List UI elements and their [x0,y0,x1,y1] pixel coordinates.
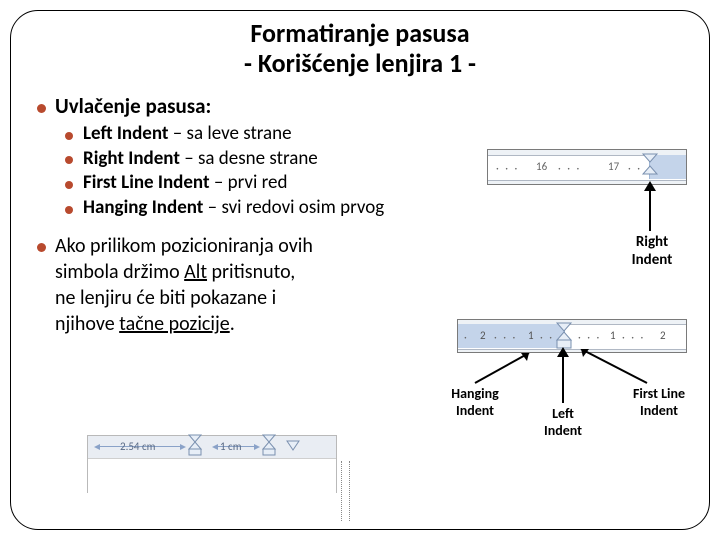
note-l3: ne lenjiru će biti pokazane i [55,286,276,310]
ruler-number: 16 [536,160,547,173]
cap-l2: Indent [544,422,582,439]
content-list: Uvlačenje pasusa: Left Indent – sa leve … [35,93,691,337]
ruler-left-indent: · 2 · · · 1 · · · · · 1 · · · 2 [457,319,687,353]
cap-l1: Hanging [451,385,498,402]
title-line2: - Korišćenje lenjira 1 - [29,49,691,79]
sep: – [180,147,198,170]
desc: prvi red [228,171,288,194]
ruler-number: 1 [528,329,534,342]
measure-value: 1 cm [220,440,242,453]
left-indent-marker-icon [556,322,572,350]
note-l2c: pritisnuto, [207,260,295,284]
term: Right Indent [83,147,180,170]
note-l2a: simbola držimo [55,260,184,284]
ruler-number: 1 [610,329,616,342]
term: First Line Indent [83,171,210,194]
ruler-ticks: · [464,331,469,344]
ruler-ticks: · · · [496,162,519,175]
cap-l2: Indent [632,251,673,269]
caption-right-indent: Right Indent [617,233,687,269]
measure-value: 2.54 cm [120,440,155,453]
callout-arrow-icon [562,355,564,403]
callout-arrow-icon [649,189,651,231]
callout-arrow-icon [467,353,537,389]
cap-l1: First Line [633,385,685,402]
list-item: Left Indent – sa leve strane [65,122,691,147]
desc: svi redovi osim prvog [221,196,384,219]
ruler-right-indent: · · · 16 · · · 17 · · [487,149,687,185]
note-l4c: . [230,312,235,336]
sep: – [210,171,228,194]
ruler-ticks: · · [540,331,554,344]
note-exact: tačne pozicije [119,312,230,336]
note-alt-key: Alt [184,260,207,284]
ruler-ticks: · · · [494,331,517,344]
desc: sa leve strane [187,122,292,145]
list-item: Hanging Indent – svi redovi osim prvog [65,196,691,221]
cap-l2: Indent [456,402,494,419]
ruler-ticks: · · [628,162,642,175]
note-l1: Ako prilikom pozicioniranja ovih [55,234,313,258]
ruler-ticks: · · · [578,331,601,344]
right-indent-marker-icon [642,153,658,175]
term: Left Indent [83,122,168,145]
section1-heading: Uvlačenje pasusa: [55,93,211,119]
dotted-separator-icon [349,461,351,521]
cap-l1: Right [636,233,668,251]
ruler-number: 17 [608,160,619,173]
caption-left-indent: Left Indent [535,405,591,439]
indent-marker-icon [188,434,202,463]
sep: – [203,196,221,219]
note-l4a: njihove [55,312,119,336]
ruler-ticks: · · · [558,162,581,175]
title-line1: Formatiranje pasusa [29,19,691,49]
callout-arrow-icon [575,349,659,389]
figure-alt-ruler: 2.54 cm 1 cm [87,435,337,493]
dotted-separator-icon [341,461,343,521]
page-area [88,458,336,493]
ruler-measure-strip: 2.54 cm 1 cm [88,436,336,458]
cap-l1: Left [552,405,574,422]
figure-left-hanging-firstline: · 2 · · · 1 · · · · · 1 · · · 2 [457,319,687,353]
ruler-number: 2 [480,329,486,342]
desc: sa desne strane [198,147,318,170]
sep: – [168,122,186,145]
ruler-ticks: · · · [622,331,645,344]
term: Hanging Indent [83,196,203,219]
indent-marker-icon [262,434,276,463]
slide-title: Formatiranje pasusa - Korišćenje lenjira… [29,19,691,79]
slide-frame: Formatiranje pasusa - Korišćenje lenjira… [10,10,710,530]
first-line-marker-icon [286,438,300,457]
caption-first-line-indent: First Line Indent [623,385,695,419]
cap-l2: Indent [640,402,678,419]
figure-right-indent: · · · 16 · · · 17 · · Right Indent [487,149,687,185]
caption-hanging-indent: Hanging Indent [439,385,511,419]
ruler-number: 2 [660,329,666,342]
